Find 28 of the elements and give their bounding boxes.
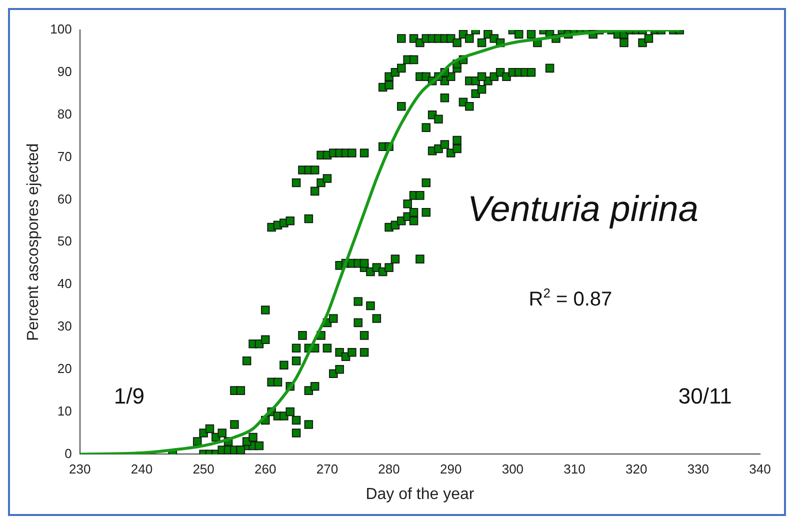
x-tick-label: 330 xyxy=(687,462,710,477)
x-tick-label: 340 xyxy=(749,462,771,477)
x-tick-label: 240 xyxy=(130,462,153,477)
x-tick-label: 290 xyxy=(440,462,462,477)
y-axis-title: Percent ascospores ejected xyxy=(25,143,42,341)
annotation: 1/9 xyxy=(114,383,144,408)
x-tick-label: 280 xyxy=(378,462,400,477)
x-tick-label: 250 xyxy=(192,462,214,477)
x-axis-title: Day of the year xyxy=(366,486,475,503)
x-tick-label: 310 xyxy=(564,462,586,477)
y-tick-label: 70 xyxy=(57,148,72,164)
y-tick-label: 10 xyxy=(57,403,72,418)
y-tick-label: 30 xyxy=(57,318,72,334)
x-tick-label: 260 xyxy=(254,462,276,477)
y-tick-label: 40 xyxy=(57,276,72,292)
annotation: Venturia pirina xyxy=(468,188,698,229)
y-tick-label: 0 xyxy=(64,446,72,461)
y-tick-label: 90 xyxy=(57,64,72,79)
x-tick-label: 270 xyxy=(316,462,338,477)
y-tick-label: 80 xyxy=(57,106,72,122)
annotation: 30/11 xyxy=(678,383,732,408)
y-tick-label: 60 xyxy=(57,191,72,206)
x-tick-label: 320 xyxy=(625,462,648,477)
y-tick-label: 50 xyxy=(57,234,72,249)
x-tick-label: 230 xyxy=(69,462,91,477)
x-tick-label: 300 xyxy=(502,462,524,477)
y-tick-label: 100 xyxy=(50,22,72,37)
y-tick-label: 20 xyxy=(57,360,72,376)
